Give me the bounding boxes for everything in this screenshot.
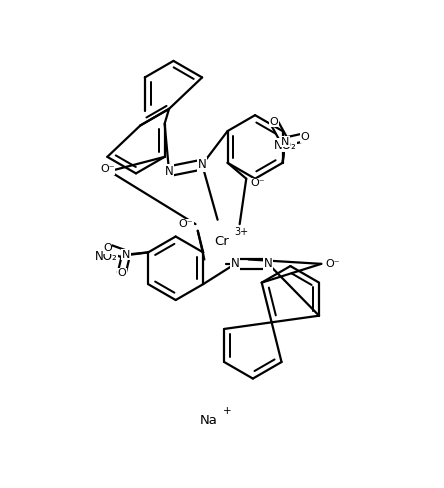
Text: N: N (231, 257, 240, 270)
Text: N: N (264, 257, 273, 270)
Text: O: O (300, 132, 309, 142)
Text: O⁻: O⁻ (251, 178, 266, 188)
Text: N: N (122, 249, 130, 260)
Text: NO₂: NO₂ (274, 139, 296, 152)
Text: O: O (117, 268, 126, 278)
Text: NO₂: NO₂ (95, 250, 117, 264)
Text: O⁻: O⁻ (100, 164, 115, 174)
Text: O⁻: O⁻ (178, 219, 193, 229)
Text: O⁻: O⁻ (326, 259, 340, 269)
Text: N: N (281, 137, 289, 146)
Text: N: N (198, 158, 206, 171)
Text: Na: Na (200, 414, 218, 427)
Text: O: O (270, 117, 278, 127)
Text: Cr: Cr (214, 235, 230, 248)
Text: O: O (103, 243, 112, 253)
Text: +: + (223, 406, 231, 416)
Text: N: N (165, 164, 174, 178)
Text: 3+: 3+ (234, 227, 249, 237)
